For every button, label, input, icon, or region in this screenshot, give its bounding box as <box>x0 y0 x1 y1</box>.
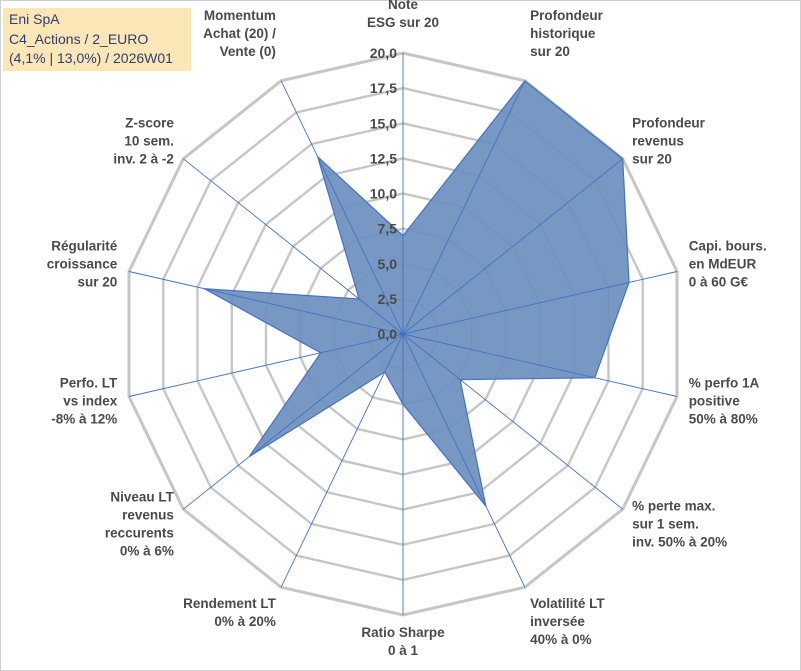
axis-label-10: Perfo. LT vs index -8% à 12% <box>51 375 118 426</box>
category-label: C4_Actions / 2_EURO <box>9 30 149 47</box>
axis-label-12: Z-score 10 sem. inv. 2 à -2 <box>113 116 174 167</box>
series-area <box>204 79 630 507</box>
tick-label-2: 5,0 <box>378 256 398 272</box>
tick-label-5: 12,5 <box>370 150 397 166</box>
tick-label-8: 20,0 <box>370 45 397 61</box>
tick-label-0: 0,0 <box>378 326 398 342</box>
tick-label-1: 2,5 <box>378 291 398 307</box>
axis-spoke-1 <box>402 80 526 335</box>
axis-spoke-13 <box>280 80 404 335</box>
company-name: Eni SpA <box>9 11 60 27</box>
axis-spoke-8 <box>280 333 404 588</box>
axis-label-3: Capi. bours. en MdEUR 0 à 60 G€ <box>689 239 767 290</box>
axis-spoke-9 <box>183 333 404 510</box>
axis-label-5: % perte max. sur 1 sem. inv. 50% à 20% <box>632 498 727 549</box>
axis-label-2: Profondeur revenus sur 20 <box>632 116 705 167</box>
axis-label-8: Rendement LT 0% à 20% <box>183 596 277 629</box>
axis-label-0: Note ESG sur 20 <box>367 0 439 30</box>
tick-label-3: 7,5 <box>378 221 398 237</box>
axis-label-11: Régularité croissance sur 20 <box>47 239 118 290</box>
period-label: (4,1% | 13,0%) / 2026W01 <box>9 50 173 66</box>
axis-spoke-12 <box>183 158 404 335</box>
axis-label-9: Niveau LT revenus reccurents 0% à 6% <box>105 489 175 558</box>
tick-label-4: 10,0 <box>370 186 397 202</box>
chart-title-box: Eni SpA C4_Actions / 2_EURO (4,1% | 13,0… <box>3 8 191 71</box>
tick-label-6: 15,0 <box>370 115 397 131</box>
axis-spoke-3 <box>402 271 678 335</box>
axis-spoke-6 <box>402 333 526 588</box>
axis-spoke-11 <box>128 271 404 335</box>
axis-label-13: Momentum Achat (20) / Vente (0) <box>203 8 276 59</box>
axis-spoke-2 <box>402 158 623 335</box>
tick-label-7: 17,5 <box>370 80 397 96</box>
axis-label-1: Profondeur historique sur 20 <box>530 8 603 59</box>
axis-label-4: % perfo 1A positive 50% à 80% <box>689 375 760 426</box>
axis-label-6: Volatilité LT inversée 40% à 0% <box>530 596 605 647</box>
axis-spoke-10 <box>128 333 404 397</box>
axis-spoke-4 <box>402 333 678 397</box>
axis-label-7: Ratio Sharpe 0 à 1 <box>361 625 445 658</box>
axis-spoke-5 <box>402 333 623 510</box>
